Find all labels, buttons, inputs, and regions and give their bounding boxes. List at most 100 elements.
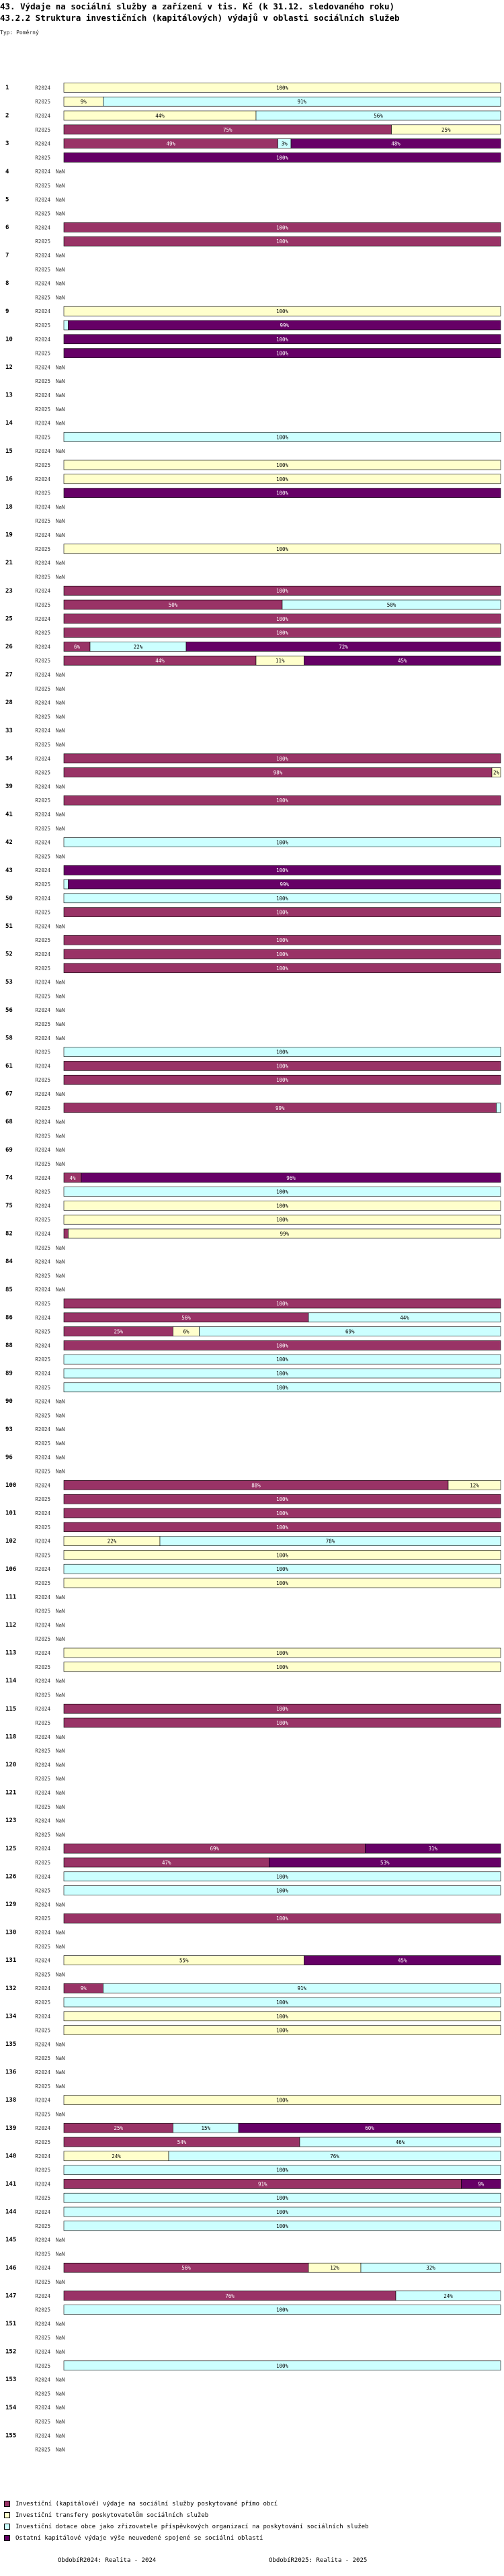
bar-value-label: 22% (134, 644, 143, 650)
bar-segment (304, 1955, 501, 1965)
legend-label: Investiční dotace obce jako zřizovatele … (15, 2523, 369, 2530)
no-data-label: NaN (56, 1804, 65, 1810)
period-label: R2024 (35, 1901, 50, 1907)
bar-segment (103, 1983, 501, 1993)
bar-segment (63, 907, 501, 917)
page-title: 43. Výdaje na sociální služby a zařízení… (0, 1, 394, 11)
bar-value-label: 100% (276, 2223, 289, 2229)
bar-segment (68, 879, 501, 890)
period-label: R2025 (35, 1161, 50, 1167)
bar-segment (63, 1201, 501, 1211)
bar-segment (185, 642, 501, 652)
bar-value-label: 47% (162, 1860, 171, 1866)
bar-value-label: 100% (276, 1217, 289, 1223)
period-label: R2024 (35, 364, 50, 370)
bar-value-label: 56% (181, 1315, 191, 1321)
row-id-label: 146 (5, 2265, 16, 2272)
row-id-label: 118 (5, 1733, 16, 1740)
bar-value-label: 49% (166, 141, 175, 147)
bar-segment (63, 432, 501, 442)
no-data-label: NaN (56, 686, 65, 692)
row-id-label: 1 (5, 85, 9, 91)
period-label: R2024 (35, 1678, 50, 1684)
row-id-label: 145 (5, 2237, 16, 2243)
period-label: R2024 (35, 1119, 50, 1125)
bar-value-label: 46% (396, 2139, 405, 2145)
bar-value-label: 100% (276, 1510, 289, 1516)
bar-segment (63, 2360, 501, 2371)
row-id-label: 125 (5, 1846, 16, 1852)
row-id-label: 56 (5, 1007, 13, 1014)
period-label: R2024 (35, 756, 50, 762)
period-label: R2025 (35, 2028, 50, 2034)
period-label: R2025 (35, 574, 50, 580)
bar-value-label: 76% (225, 2293, 235, 2299)
period-label: R2024 (35, 504, 50, 510)
period-label: R2025 (35, 2391, 50, 2397)
period-label: R2025 (35, 2307, 50, 2313)
period-label: R2025 (35, 1971, 50, 1977)
period-label: R2025 (35, 1552, 50, 1558)
row-id-label: 90 (5, 1398, 13, 1405)
bar-value-label: 44% (155, 113, 165, 119)
period-label: R2025 (35, 99, 50, 105)
no-data-label: NaN (56, 1678, 65, 1684)
no-data-label: NaN (56, 2237, 65, 2243)
bar-segment (63, 2011, 501, 2022)
period-label: R2024 (35, 672, 50, 678)
period-label: R2024 (35, 2377, 50, 2383)
bar-value-label: 100% (276, 546, 289, 552)
period-label: R2025 (35, 2000, 50, 2006)
no-data-label: NaN (56, 448, 65, 454)
period-label: R2024 (35, 1147, 50, 1153)
period-label: R2024 (35, 1259, 50, 1265)
bar-value-label: 55% (179, 1958, 189, 1964)
bar-segment (238, 2122, 501, 2133)
bar-value-label: 100% (276, 588, 289, 594)
bar-segment (63, 460, 501, 470)
period-label: R2025 (35, 211, 50, 217)
row-id-label: 75 (5, 1203, 13, 1209)
no-data-label: NaN (56, 742, 65, 748)
row-id-label: 147 (5, 2292, 16, 2299)
no-data-label: NaN (56, 1245, 65, 1251)
bar-segment (63, 865, 501, 875)
bar-value-label: 100% (276, 1874, 289, 1880)
period-label: R2025 (35, 1608, 50, 1615)
bar-segment (68, 320, 501, 331)
period-label: R2024 (35, 1455, 50, 1461)
period-label: R2024 (35, 421, 50, 427)
row-id-label: 123 (5, 1817, 16, 1824)
row-id-label: 39 (5, 783, 13, 790)
bar-value-label: 100% (276, 490, 289, 497)
bar-value-label: 100% (276, 1664, 289, 1670)
row-id-label: 141 (5, 2181, 16, 2188)
bar-value-label: 11% (276, 658, 285, 664)
period-label: R2024 (35, 532, 50, 538)
bar-value-label: 100% (276, 1525, 289, 1531)
period-label: R2024 (35, 896, 50, 902)
period-label: R2024 (35, 2041, 50, 2047)
period-label: R2024 (35, 448, 50, 454)
period-label: R2024 (35, 337, 50, 343)
bar-segment (63, 2206, 501, 2217)
bar-value-label: 100% (276, 1888, 289, 1894)
bar-value-label: 100% (276, 2209, 289, 2215)
period-label: R2024 (35, 1650, 50, 1656)
bar-segment (63, 628, 501, 638)
bar-segment (63, 153, 501, 163)
row-id-label: 69 (5, 1147, 13, 1154)
period-label: R2024 (35, 2237, 50, 2243)
period-label: R2025 (35, 602, 50, 608)
bar-segment (299, 2137, 501, 2147)
row-id-label: 68 (5, 1119, 13, 1125)
no-data-label: NaN (56, 378, 65, 384)
stacked-bar-chart: 1 R2024 100%R2025 9% 91%2 R2024 44% 56%R2025 75%… (5, 83, 501, 2453)
period-label: R2024 (35, 616, 50, 622)
bar-value-label: 69% (210, 1846, 219, 1852)
period-label: R2025 (35, 1329, 50, 1335)
bar-segment (391, 124, 501, 135)
period-label: R2024 (35, 113, 50, 119)
period-label: R2025 (35, 826, 50, 832)
no-data-label: NaN (56, 574, 65, 580)
